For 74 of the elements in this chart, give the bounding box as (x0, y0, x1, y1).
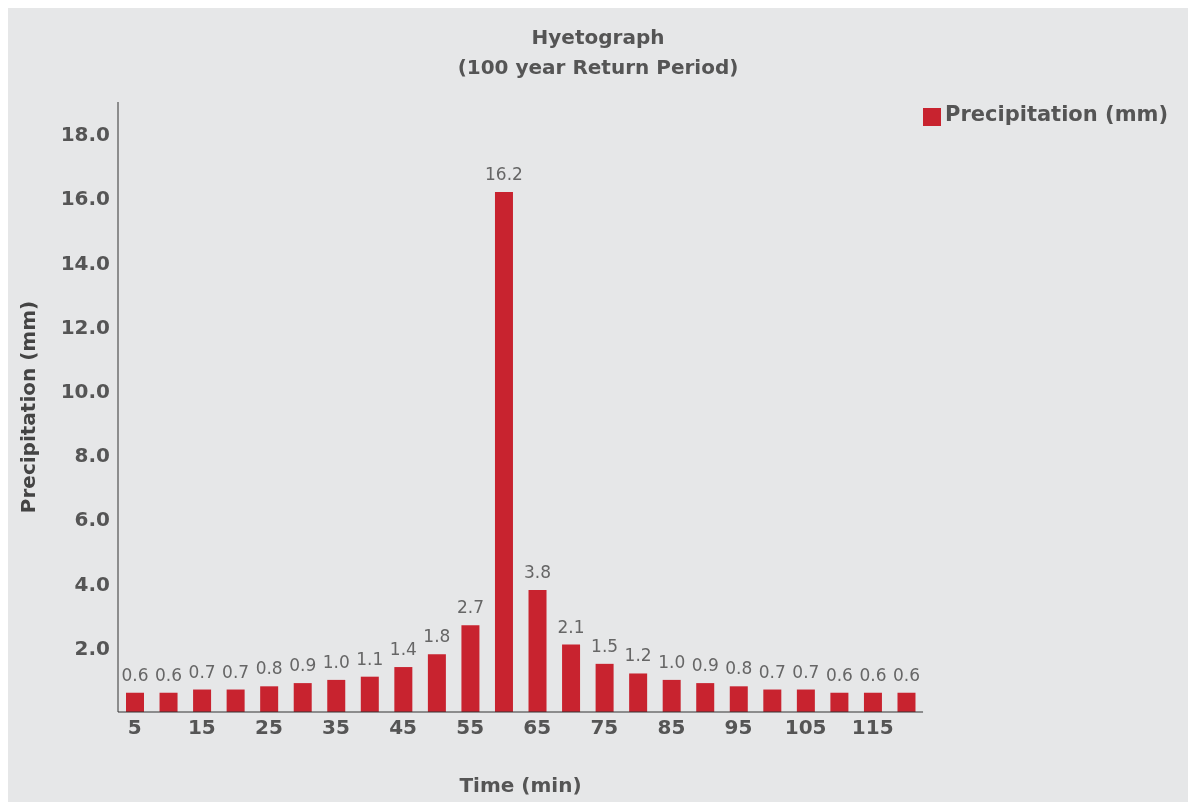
bar (360, 676, 379, 712)
bar (293, 683, 312, 712)
bar (494, 191, 513, 712)
legend-label: Precipitation (mm) (945, 102, 1168, 126)
bar (863, 692, 882, 712)
data-label: 1.1 (356, 648, 384, 669)
bar (662, 679, 681, 712)
bar (193, 689, 212, 712)
data-label: 2.1 (557, 616, 585, 637)
y-tick-label: 18.0 (60, 122, 110, 147)
y-tick-label: 4.0 (74, 571, 110, 596)
x-tick-label: 95 (724, 715, 753, 740)
data-label: 0.7 (188, 661, 216, 682)
bar (226, 689, 245, 712)
y-tick-label: 12.0 (60, 314, 110, 339)
chart-subtitle: (100 year Return Period) (456, 54, 740, 81)
data-label: 0.9 (691, 655, 719, 676)
bar (126, 692, 144, 712)
y-tick-label: 2.0 (74, 635, 110, 660)
x-tick-label: 15 (187, 715, 216, 740)
data-label: 1.2 (624, 645, 652, 666)
data-label: 16.2 (485, 163, 523, 184)
y-axis-title: Precipitation (mm) (16, 300, 41, 514)
data-label: 1.4 (389, 639, 417, 660)
data-label: 1.0 (322, 651, 350, 672)
y-tick-label: 16.0 (60, 186, 110, 211)
data-label: 0.6 (892, 664, 921, 685)
bar (763, 689, 782, 712)
x-tick-label: 65 (523, 715, 552, 740)
x-tick-label: 75 (590, 715, 619, 740)
x-tick-label: 115 (851, 715, 894, 740)
y-tick-label: 8.0 (74, 443, 110, 468)
y-tick-label: 14.0 (60, 250, 110, 275)
bar (796, 689, 815, 712)
y-tick-label: 6.0 (74, 507, 110, 532)
bar (830, 692, 849, 712)
chart-title: Hyetograph (530, 24, 666, 51)
bar (528, 590, 547, 712)
data-label: 0.8 (725, 658, 753, 679)
data-label: 1.0 (658, 651, 686, 672)
data-label: 0.6 (121, 664, 149, 685)
bar (629, 673, 648, 712)
data-label: 0.6 (155, 664, 183, 685)
data-label: 0.9 (289, 655, 317, 676)
x-tick-label: 35 (322, 715, 350, 740)
data-label: 0.6 (825, 664, 853, 685)
bar (729, 686, 748, 712)
bar (897, 692, 916, 712)
x-axis-title: Time (min) (459, 773, 582, 797)
x-tick-label: 45 (389, 715, 418, 740)
x-tick-label: 55 (456, 715, 485, 740)
bar (562, 644, 581, 712)
data-label: 0.7 (758, 661, 786, 682)
bar (427, 654, 446, 712)
bar (394, 667, 413, 712)
data-label: 1.5 (591, 635, 619, 656)
x-tick-label: 5 (127, 715, 142, 740)
x-tick-label: 85 (657, 715, 686, 740)
y-tick-label: 10.0 (60, 379, 110, 404)
bar (260, 686, 279, 712)
bar (696, 683, 715, 712)
data-label: 0.8 (255, 658, 283, 679)
bar (159, 692, 178, 712)
data-label: 1.8 (423, 626, 451, 647)
data-label: 0.6 (859, 664, 887, 685)
bar (595, 663, 614, 712)
x-tick-label: 105 (784, 715, 827, 740)
data-label: 0.7 (792, 661, 820, 682)
data-label: 3.8 (523, 562, 552, 582)
data-label: 0.7 (222, 661, 250, 682)
x-tick-label: 25 (255, 715, 283, 740)
bar (461, 625, 480, 712)
bar (327, 679, 346, 712)
data-label: 2.7 (456, 597, 484, 618)
